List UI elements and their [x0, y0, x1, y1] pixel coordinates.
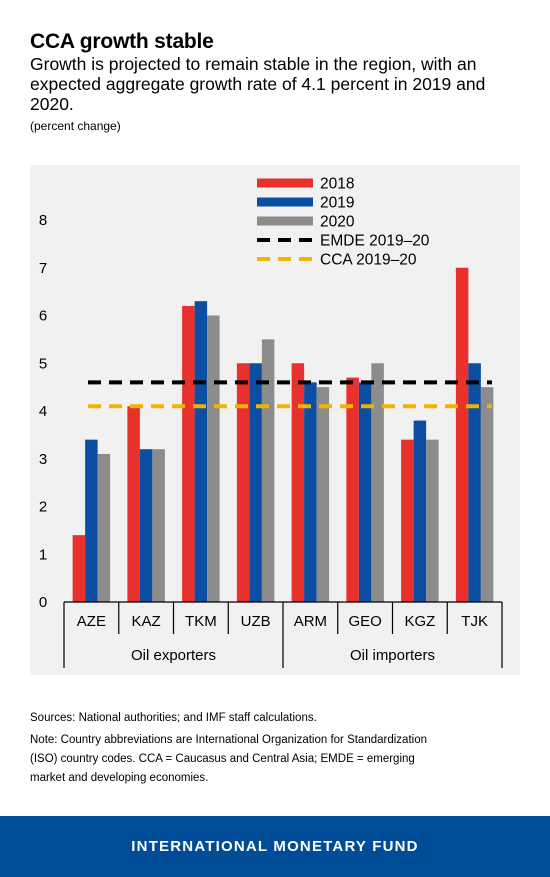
y-tick-label: 1	[39, 546, 47, 563]
x-tick-label: TKM	[185, 613, 217, 630]
bar-arm-2019	[304, 382, 317, 602]
bar-tkm-2018	[182, 305, 195, 602]
group-label: Oil importers	[350, 647, 435, 664]
legend-label: 2018	[320, 176, 354, 193]
x-tick-label: KAZ	[132, 613, 161, 630]
footer-banner: INTERNATIONAL MONETARY FUND	[0, 816, 550, 877]
bar-geo-2018	[346, 377, 359, 602]
bar-geo-2020	[371, 363, 384, 602]
y-tick-label: 8	[39, 212, 47, 229]
bar-kgz-2018	[401, 439, 414, 602]
reference-lines	[88, 380, 492, 409]
chart-title: CCA growth stable	[30, 30, 214, 53]
bar-arm-2018	[291, 363, 305, 602]
bar-tjk-2019	[468, 363, 481, 602]
legend-swatch	[257, 178, 313, 188]
bar-kaz-2019	[139, 449, 153, 602]
x-tick-label: UZB	[241, 613, 271, 630]
units-label: (percent change)	[30, 119, 121, 133]
legend-swatch	[257, 216, 313, 226]
bars	[72, 267, 494, 602]
bar-tjk-2020	[480, 387, 494, 602]
x-tick-label: TJK	[461, 613, 488, 630]
x-axis: AZE KAZ TKM UZB ARM GEO KGZ TJK Oil exporters Oil…	[63, 601, 503, 668]
bar-uzb-2019	[249, 363, 262, 602]
imf-brand: INTERNATIONAL MONETARY FUND	[131, 838, 419, 855]
bar-kaz-2020	[152, 449, 165, 602]
bar-geo-2019	[358, 382, 372, 602]
y-tick-label: 6	[39, 308, 47, 325]
legend-swatch	[257, 197, 313, 207]
y-axis: 0 1 2 3 4 5 6 7 8	[39, 212, 47, 611]
y-tick-label: 0	[39, 594, 47, 611]
legend-label: EMDE 2019–20	[320, 233, 430, 250]
legend-label: CCA 2019–20	[320, 252, 417, 269]
bar-aze-2019	[85, 439, 98, 602]
sources-text: Sources: National authorities; and IMF s…	[30, 712, 317, 724]
y-tick-label: 7	[39, 260, 47, 277]
x-tick-label: ARM	[294, 613, 327, 630]
legend: 2018 2019 2020 EMDE 2019–20 CCA 2019–20	[257, 176, 430, 269]
y-tick-label: 3	[39, 451, 47, 468]
legend-label: 2020	[320, 214, 355, 231]
bar-aze-2020	[97, 453, 111, 602]
bar-aze-2018	[72, 535, 86, 602]
chart-subtitle: Growth is projected to remain stable in …	[30, 54, 486, 114]
bar-chart: 0 1 2 3 4 5 6 7 8 AZE KAZ TKM UZB ARM GEO KGZ TJK Oil ex…	[30, 165, 520, 675]
bar-kaz-2018	[127, 406, 140, 602]
bar-tkm-2019	[194, 301, 208, 602]
bar-arm-2020	[316, 387, 330, 602]
bar-uzb-2018	[236, 363, 250, 602]
bar-kgz-2019	[413, 420, 427, 602]
x-tick-label: KGZ	[404, 613, 435, 630]
legend-label: 2019	[320, 195, 354, 212]
y-tick-label: 5	[39, 355, 47, 372]
bar-kgz-2020	[426, 439, 439, 602]
bar-uzb-2020	[261, 339, 275, 602]
y-tick-label: 4	[39, 403, 47, 420]
x-tick-label: GEO	[348, 613, 381, 630]
bar-tkm-2020	[207, 315, 220, 602]
x-tick-label: AZE	[77, 613, 106, 630]
note-text: Note: Country abbreviations are Internat…	[30, 734, 427, 784]
y-tick-label: 2	[39, 499, 47, 516]
group-label: Oil exporters	[131, 647, 216, 664]
bar-tjk-2018	[455, 267, 469, 602]
